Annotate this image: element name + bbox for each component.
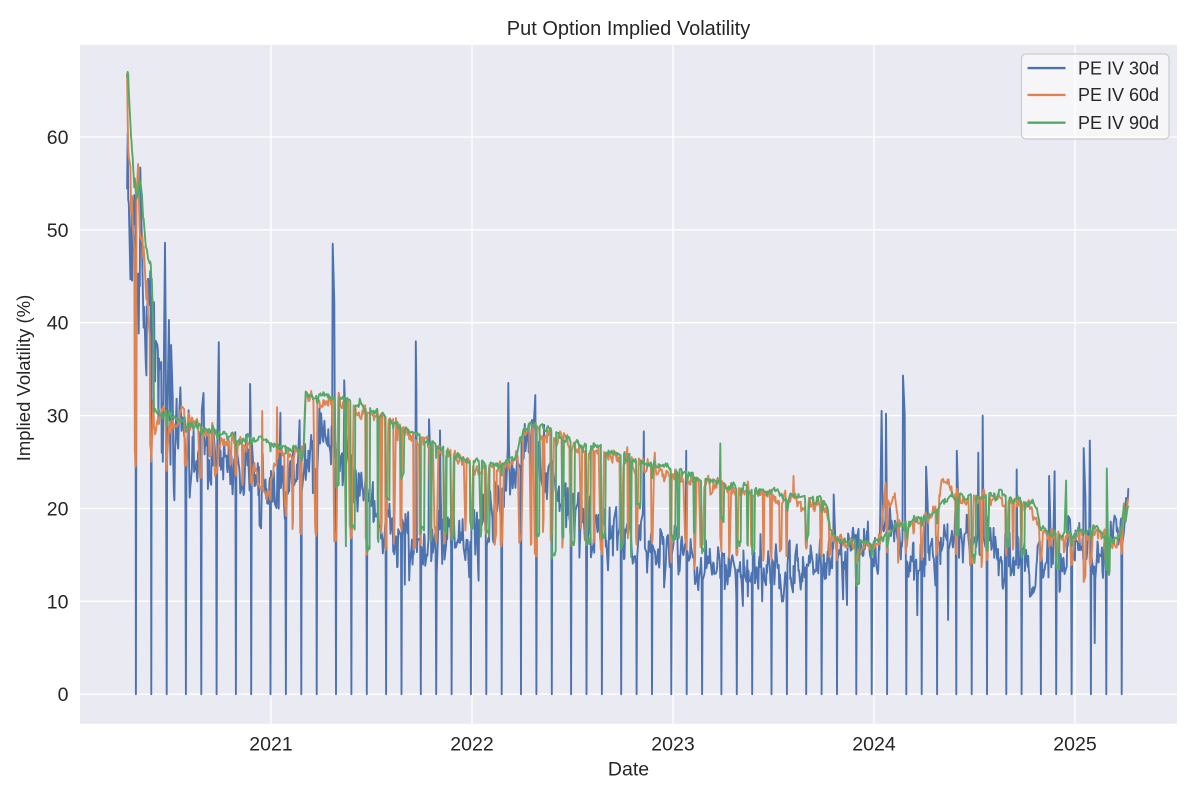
svg-text:2023: 2023 (651, 734, 694, 756)
svg-text:2025: 2025 (1053, 734, 1097, 756)
svg-text:0: 0 (58, 684, 69, 706)
svg-text:60: 60 (47, 127, 69, 149)
svg-text:2022: 2022 (450, 734, 493, 756)
svg-text:Date: Date (608, 759, 649, 781)
svg-text:PE IV 30d: PE IV 30d (1078, 58, 1159, 78)
svg-text:Implied Volatility (%): Implied Volatility (%) (13, 295, 34, 462)
svg-text:Put Option Implied Volatility: Put Option Implied Volatility (507, 18, 750, 40)
svg-text:2024: 2024 (852, 734, 896, 756)
svg-text:2021: 2021 (249, 734, 292, 756)
svg-text:40: 40 (47, 313, 69, 335)
svg-text:10: 10 (47, 591, 69, 613)
svg-text:PE IV 60d: PE IV 60d (1078, 85, 1159, 105)
svg-text:50: 50 (47, 220, 69, 242)
svg-text:20: 20 (47, 499, 69, 521)
svg-text:PE IV 90d: PE IV 90d (1078, 113, 1159, 133)
svg-text:30: 30 (47, 406, 69, 428)
